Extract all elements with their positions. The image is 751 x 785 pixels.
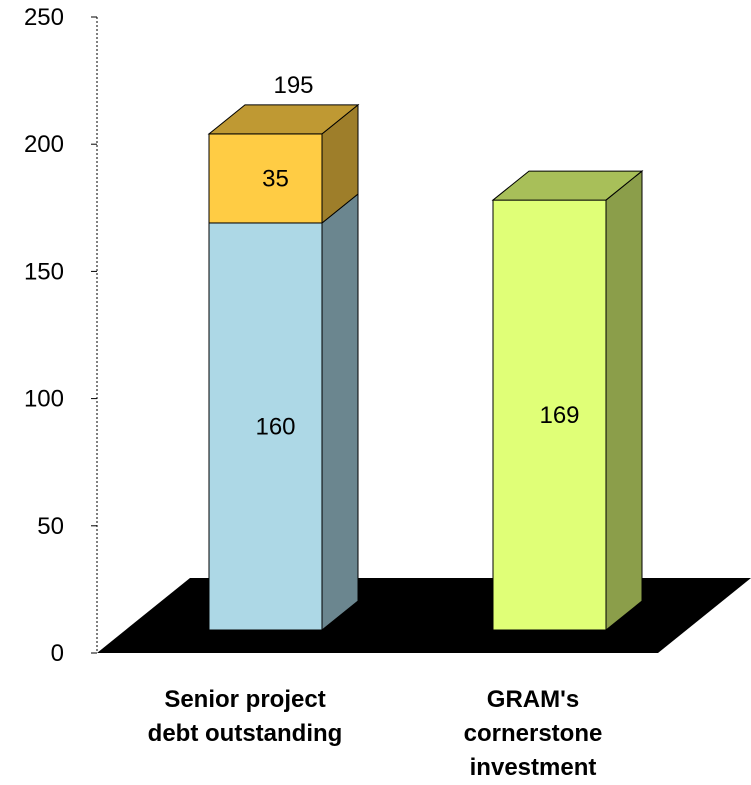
bar-value-label: 160 — [255, 413, 295, 440]
bar-segment: 169 — [491, 170, 644, 632]
y-tick-label: 50 — [37, 513, 64, 540]
y-tick-label: 250 — [24, 4, 64, 31]
bar-value-label: 35 — [262, 165, 289, 192]
category-label-line: debt outstanding — [148, 720, 343, 747]
chart-floor — [97, 578, 751, 653]
category-label-line: cornerstone — [464, 720, 603, 747]
y-tick-label: 150 — [24, 258, 64, 285]
category-label: Senior project debt outstanding — [148, 686, 343, 747]
bar-segment: 35 — [207, 103, 360, 225]
category-label-line: Senior project — [164, 686, 325, 713]
bar-segment: 160 — [208, 192, 359, 632]
bar-segment-side — [605, 170, 643, 632]
category-label: GRAM's cornerstone investment — [464, 686, 603, 781]
bar-segment-front — [208, 222, 323, 631]
y-tick-label: 100 — [24, 386, 64, 413]
category-label-line: investment — [470, 754, 597, 781]
category-labels: Senior project debt outstanding GRAM's corn… — [148, 686, 603, 781]
bar-top-face — [491, 170, 644, 201]
bar-2: 169 — [491, 170, 644, 632]
y-tick-label: 200 — [24, 131, 64, 158]
y-tick-label: 0 — [51, 640, 64, 667]
bar-segment-side — [321, 192, 359, 632]
bar-top-face — [207, 104, 360, 135]
y-axis-ticks: 0 50 100 150 200 250 — [24, 4, 97, 667]
bar-1: 160 35 195 — [207, 72, 360, 632]
bar-segment-front — [492, 199, 607, 631]
bars: 160 35 195 169 — [207, 72, 644, 632]
bar-total-label: 195 — [273, 72, 313, 99]
bar-value-label: 169 — [539, 402, 579, 429]
category-label-line: GRAM's — [487, 686, 579, 713]
